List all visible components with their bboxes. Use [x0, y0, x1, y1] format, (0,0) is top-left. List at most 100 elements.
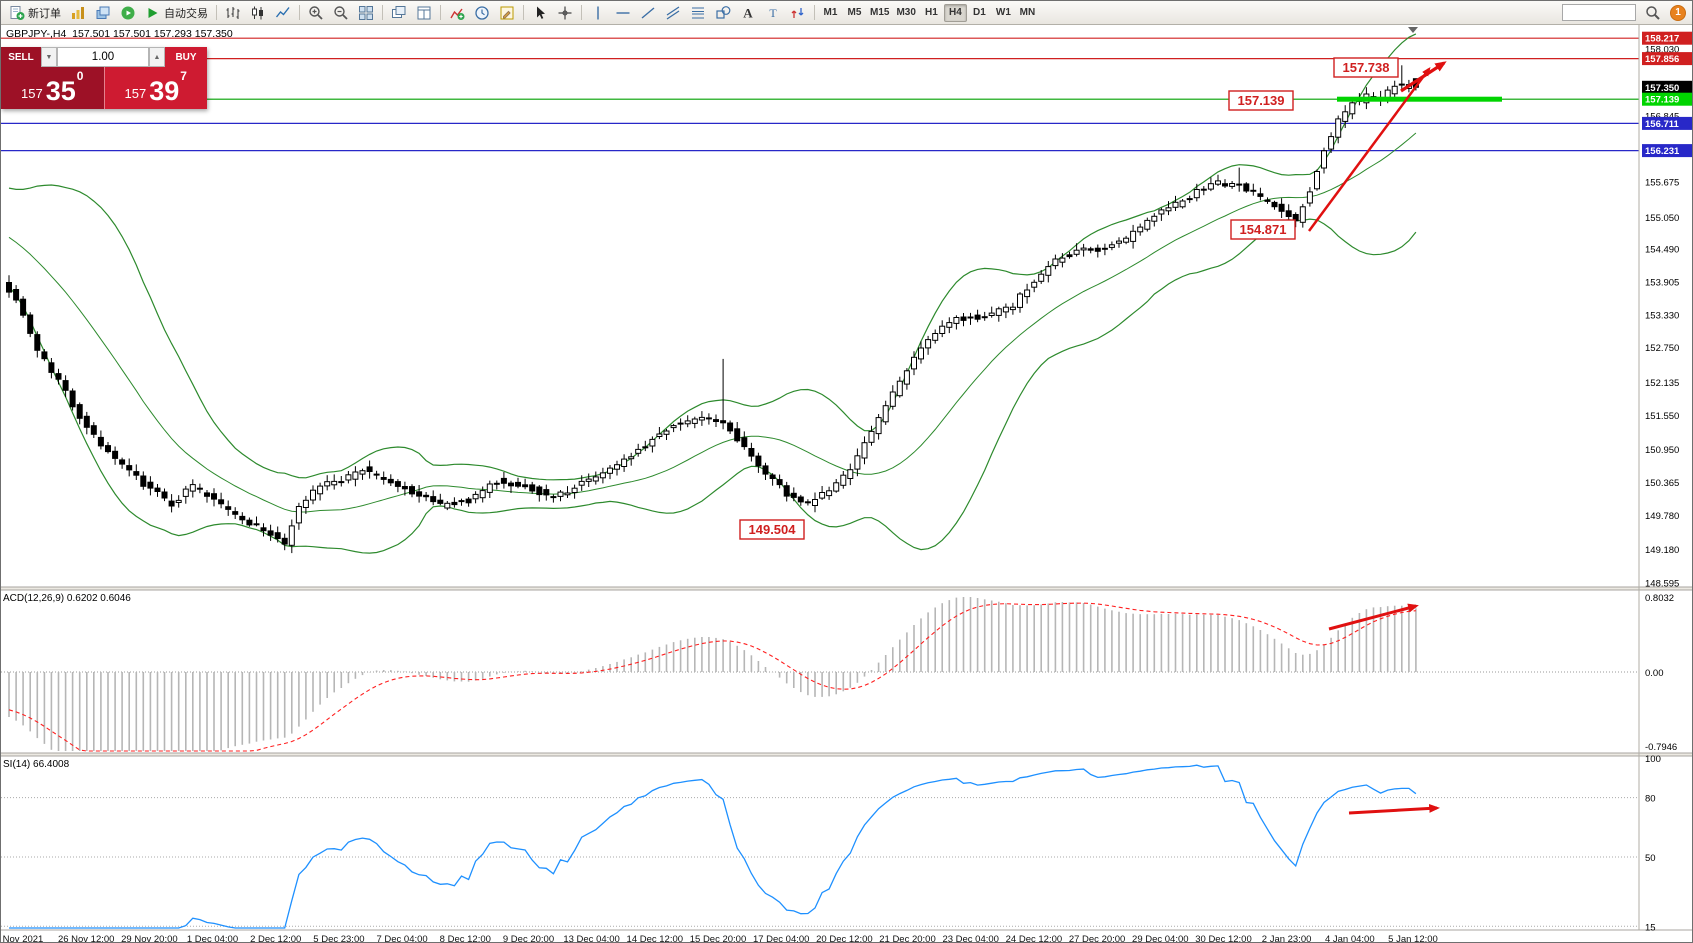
fibonacci-tool[interactable]: [686, 3, 710, 23]
search-icon: [1646, 5, 1660, 20]
notification-badge[interactable]: 1: [1670, 4, 1686, 21]
toolbar-separator: [581, 5, 582, 20]
svg-text:158.030: 158.030: [1645, 44, 1679, 55]
candlestick-chart-button[interactable]: [246, 3, 270, 23]
templates-button[interactable]: [495, 3, 519, 23]
charts-button[interactable]: [66, 3, 90, 23]
new-order-icon: [10, 5, 25, 20]
shapes-tool[interactable]: [711, 3, 735, 23]
svg-text:26 Nov 12:00: 26 Nov 12:00: [58, 934, 115, 943]
sell-price-big: 35: [45, 76, 76, 106]
trendline-tool[interactable]: [636, 3, 660, 23]
text-tool[interactable]: A: [736, 3, 760, 23]
macd-pane[interactable]: [1, 590, 1693, 753]
sell-button[interactable]: 157 35 0: [1, 67, 104, 109]
svg-text:150.365: 150.365: [1645, 478, 1679, 489]
arrange-windows-button[interactable]: [387, 3, 411, 23]
sell-tab-label[interactable]: SELL: [1, 47, 41, 67]
toolbar-separator: [814, 5, 815, 20]
profiles-button[interactable]: [91, 3, 115, 23]
timeframe-m5-button[interactable]: M5: [847, 7, 862, 18]
search-input[interactable]: [1562, 4, 1636, 21]
horizontal-line-tool[interactable]: [611, 3, 635, 23]
buy-button[interactable]: 157 39 7: [103, 67, 207, 109]
candlesticks: [6, 65, 1419, 554]
arrows-tool[interactable]: [786, 3, 810, 23]
fibo-icon: [692, 6, 704, 19]
svg-text:17 Dec 04:00: 17 Dec 04:00: [753, 934, 810, 943]
zoom-in-button[interactable]: [304, 3, 328, 23]
timeframe-h1-button[interactable]: H1: [925, 7, 938, 18]
zoom-out-button[interactable]: [329, 3, 353, 23]
svg-text:T: T: [769, 6, 777, 20]
volume-input[interactable]: 1.00: [57, 47, 149, 67]
svg-text:0.8032: 0.8032: [1645, 593, 1674, 604]
crosshair-tool[interactable]: [553, 3, 577, 23]
cascade-icon: [392, 5, 406, 18]
pane-separator[interactable]: [1, 753, 1693, 756]
svg-text:21 Dec 20:00: 21 Dec 20:00: [879, 934, 936, 943]
search-button[interactable]: [1641, 3, 1665, 23]
chart-gold-icon: [72, 6, 84, 19]
svg-text:29 Nov 20:00: 29 Nov 20:00: [121, 934, 178, 943]
svg-text:Nov 2021: Nov 2021: [3, 934, 44, 943]
timeframe-m30-button[interactable]: M30: [896, 7, 916, 18]
bar-chart-button[interactable]: [221, 3, 245, 23]
tile-windows-button[interactable]: [354, 3, 378, 23]
svg-text:149.780: 149.780: [1645, 511, 1679, 522]
data-window-icon: [417, 6, 431, 19]
macd-signal-line: [8, 602, 1416, 752]
arrow-marks-icon: [791, 7, 804, 18]
cursor-tool[interactable]: [528, 3, 552, 23]
vertical-line-tool[interactable]: [586, 3, 610, 23]
zoom-in-icon: [309, 5, 323, 20]
buy-tab-label[interactable]: BUY: [165, 47, 207, 67]
timeframe-m15-button[interactable]: M15: [870, 7, 890, 18]
price-pane[interactable]: [1, 25, 1693, 587]
svg-text:5 Jan 12:00: 5 Jan 12:00: [1388, 934, 1438, 943]
autotrading-button[interactable]: 自动交易: [141, 3, 212, 23]
volume-up-button[interactable]: ▲: [149, 47, 165, 67]
svg-text:157.856: 157.856: [1645, 54, 1679, 65]
svg-text:149.180: 149.180: [1645, 545, 1679, 556]
trend-arrows[interactable]: [1307, 61, 1447, 815]
line-chart-button[interactable]: [271, 3, 295, 23]
indicators-button[interactable]: [445, 3, 469, 23]
buy-price-big: 39: [149, 76, 180, 106]
sell-price-prefix: 157: [21, 86, 43, 101]
ohlc-bars-icon: [226, 6, 240, 19]
svg-text:27 Dec 20:00: 27 Dec 20:00: [1069, 934, 1126, 943]
label-tool[interactable]: T: [761, 3, 785, 23]
timeframe-mn-button[interactable]: MN: [1019, 7, 1036, 18]
crosshair-icon: [558, 6, 572, 19]
svg-text:5 Dec 23:00: 5 Dec 23:00: [313, 934, 364, 943]
new-order-button[interactable]: 新订单: [5, 3, 65, 23]
thick-green-level-segment[interactable]: [1337, 96, 1502, 102]
svg-text:8 Dec 12:00: 8 Dec 12:00: [440, 934, 491, 943]
chart-shift-marker[interactable]: [1408, 27, 1418, 33]
price-scale[interactable]: 158.030 156.845 155.675 155.050 154.490 153.9…: [1642, 31, 1692, 934]
svg-text:156.711: 156.711: [1645, 119, 1680, 130]
price-annotations[interactable]: 157.738 157.139 154.871 149.504: [739, 57, 1399, 540]
volume-down-button[interactable]: ▼: [41, 47, 57, 67]
channel-icon: [666, 5, 680, 20]
timeframe-w1-button[interactable]: W1: [995, 7, 1011, 18]
layers-icon: [96, 6, 110, 19]
periods-button[interactable]: [470, 3, 494, 23]
pane-separator[interactable]: [1, 587, 1693, 590]
channel-tool[interactable]: [661, 3, 685, 23]
timeframe-h4-button[interactable]: H4: [943, 3, 967, 22]
svg-text:157.350: 157.350: [1645, 83, 1679, 94]
experts-button[interactable]: [116, 3, 140, 23]
timeframe-d1-button[interactable]: D1: [973, 7, 986, 18]
rsi-pane[interactable]: [1, 756, 1693, 930]
svg-text:157.139: 157.139: [1645, 95, 1679, 106]
time-axis[interactable]: Nov 2021 26 Nov 12:00 29 Nov 20:00 1 Dec 04…: [3, 934, 1438, 943]
shapes-icon: [716, 5, 731, 19]
data-window-button[interactable]: [412, 3, 436, 23]
svg-text:14 Dec 12:00: 14 Dec 12:00: [627, 934, 684, 943]
timeframe-m1-button[interactable]: M1: [823, 7, 838, 18]
line-chart-icon: [275, 6, 290, 17]
